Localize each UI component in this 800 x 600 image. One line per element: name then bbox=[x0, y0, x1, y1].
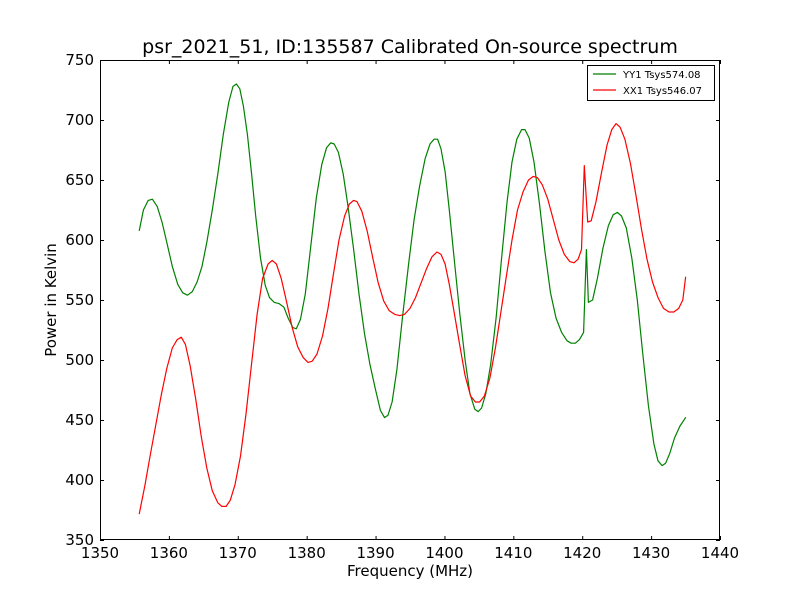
legend-box bbox=[587, 65, 715, 101]
y-tick-label: 450 bbox=[65, 411, 94, 429]
x-tick-label: 1370 bbox=[219, 544, 257, 562]
legend-label: XX1 Tsys546.07 bbox=[623, 86, 702, 97]
y-tick-label: 500 bbox=[65, 351, 94, 369]
x-axis: 1350 1360 1370 1380 1390 1400 1410 1420 1430 1440 bbox=[81, 60, 739, 562]
y-tick-label: 400 bbox=[65, 471, 94, 489]
x-tick-label: 1390 bbox=[356, 544, 394, 562]
series-line-xx1 bbox=[138, 123, 687, 515]
y-tick-label: 350 bbox=[65, 531, 94, 549]
y-tick-label: 750 bbox=[65, 51, 94, 69]
legend-label: YY1 Tsys574.08 bbox=[622, 70, 701, 81]
y-tick-label: 700 bbox=[65, 111, 94, 129]
x-tick-label: 1440 bbox=[701, 544, 739, 562]
x-tick-label: 1350 bbox=[81, 544, 119, 562]
x-tick-label: 1410 bbox=[494, 544, 532, 562]
x-tick-label: 1430 bbox=[632, 544, 670, 562]
series-line-yy1 bbox=[138, 83, 687, 467]
x-axis-label: Frequency (MHz) bbox=[347, 562, 473, 580]
x-tick-label: 1360 bbox=[150, 544, 188, 562]
plot-area bbox=[138, 83, 687, 515]
plot-frame bbox=[100, 60, 720, 540]
y-tick-label: 600 bbox=[65, 231, 94, 249]
y-axis: 350 400 450 500 550 600 650 700 750 bbox=[65, 51, 720, 549]
y-axis-label: Power in Kelvin bbox=[42, 243, 60, 357]
y-tick-label: 550 bbox=[65, 291, 94, 309]
x-tick-label: 1400 bbox=[425, 544, 463, 562]
x-tick-label: 1420 bbox=[563, 544, 601, 562]
legend: YY1 Tsys574.08 XX1 Tsys546.07 bbox=[587, 65, 715, 101]
x-tick-label: 1380 bbox=[288, 544, 326, 562]
chart-title: psr_2021_51, ID:135587 Calibrated On-sou… bbox=[142, 36, 678, 58]
y-tick-label: 650 bbox=[65, 171, 94, 189]
